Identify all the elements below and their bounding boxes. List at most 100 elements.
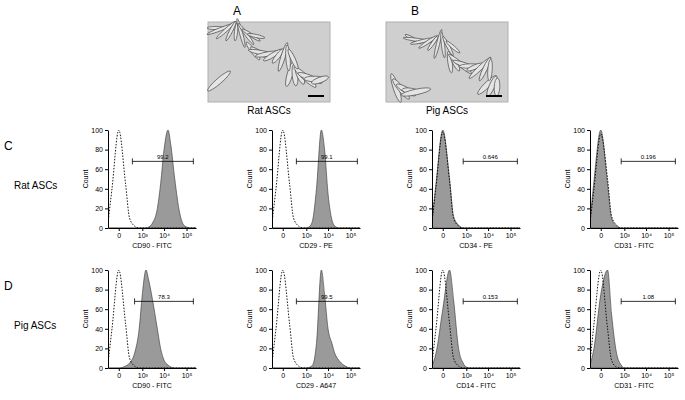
histogram-chart: 010³10⁴10⁵020406080100CD90 - FITCCount99… — [82, 127, 197, 249]
tick-label: 10³ — [620, 372, 631, 379]
tick: 0 — [423, 365, 432, 372]
gate: 0.153 — [463, 294, 517, 304]
tick-label: 20 — [419, 345, 427, 352]
tick-mark — [269, 290, 272, 291]
tick-mark — [429, 348, 432, 349]
y-axis-title: Count — [82, 170, 89, 189]
tick: 10⁴ — [641, 368, 652, 379]
plot-area — [590, 270, 678, 368]
gate-end — [193, 298, 194, 304]
scale-bar — [308, 95, 324, 97]
tick-mark — [187, 368, 188, 371]
tick: 0 — [117, 368, 121, 379]
tick-mark — [587, 169, 590, 170]
tick: 80 — [95, 286, 108, 293]
tick: 10⁵ — [664, 228, 675, 239]
tick-label: 40 — [577, 186, 585, 193]
tick-label: 80 — [577, 286, 585, 293]
axis-line — [432, 271, 433, 369]
histogram-chart: 010³10⁴10⁵020406080100CD29 - A647Count99… — [246, 267, 361, 389]
axis-y: 020406080100 — [91, 127, 108, 232]
stained-histogram — [590, 130, 678, 228]
tick-mark — [119, 368, 120, 371]
tick-mark — [587, 270, 590, 271]
tick: 10⁵ — [346, 228, 357, 239]
tick-mark — [164, 228, 165, 231]
cell-outline — [311, 74, 330, 85]
tick-label: 80 — [95, 286, 103, 293]
tick: 100 — [91, 127, 108, 134]
tick: 100 — [255, 267, 272, 274]
tick-mark — [105, 329, 108, 330]
tick: 10³ — [302, 228, 313, 239]
tick: 40 — [259, 326, 272, 333]
row-letter: D — [4, 279, 13, 293]
tick-label: 80 — [259, 146, 267, 153]
tick-mark — [587, 309, 590, 310]
tick-mark — [587, 329, 590, 330]
plot-area — [108, 130, 196, 228]
tick: 0 — [599, 368, 603, 379]
tick: 20 — [577, 345, 590, 352]
tick-mark — [306, 228, 307, 231]
histogram-chart: 010³10⁴10⁵020406080100CD31 - FITCCount0.… — [564, 127, 679, 249]
tick-mark — [669, 368, 670, 371]
tick-mark — [429, 228, 432, 229]
panel-label: A — [233, 4, 241, 18]
tick: 10³ — [302, 368, 313, 379]
tick-label: 20 — [419, 205, 427, 212]
tick-mark — [105, 208, 108, 209]
cell-layer — [206, 18, 330, 93]
y-axis-title: Count — [406, 170, 413, 189]
x-axis-title: CD29 - A647 — [296, 382, 336, 389]
stained-histogram — [108, 130, 196, 228]
tick-label: 10³ — [138, 372, 149, 379]
tick-mark — [587, 348, 590, 349]
tick-mark — [105, 228, 108, 229]
gate: 99.2 — [132, 154, 193, 164]
tick-label: 0 — [423, 225, 427, 232]
gate-end — [357, 158, 358, 164]
gate: 78.3 — [135, 294, 194, 304]
axis-x: 010³10⁴10⁵ — [109, 368, 197, 379]
tick-label: 100 — [415, 127, 427, 134]
axis-line — [272, 131, 273, 229]
tick-label: 40 — [259, 186, 267, 193]
control-histogram — [590, 270, 678, 368]
tick-mark — [466, 368, 467, 371]
tick-mark — [269, 309, 272, 310]
gate-end — [132, 158, 133, 164]
tick: 80 — [259, 146, 272, 153]
tick: 10⁴ — [483, 228, 494, 239]
tick-mark — [142, 228, 143, 231]
tick-label: 40 — [419, 326, 427, 333]
cell-outline — [494, 78, 501, 96]
tick: 100 — [415, 267, 432, 274]
control-histogram — [432, 132, 520, 228]
tick-label: 10³ — [302, 232, 313, 239]
tick-mark — [587, 208, 590, 209]
tick-mark — [429, 150, 432, 151]
gate-label: 78.3 — [158, 294, 170, 300]
tick: 20 — [95, 205, 108, 212]
tick: 100 — [573, 267, 590, 274]
tick-mark — [105, 309, 108, 310]
tick: 0 — [99, 225, 108, 232]
tick: 0 — [99, 365, 108, 372]
tick-label: 20 — [577, 205, 585, 212]
tick-mark — [488, 228, 489, 231]
tick-label: 10³ — [462, 372, 473, 379]
axis-x: 010³10⁴10⁵ — [591, 228, 679, 239]
tick: 80 — [95, 146, 108, 153]
gate-end — [193, 158, 194, 164]
gate: 0.646 — [463, 154, 517, 164]
gate-end — [296, 298, 297, 304]
control-histogram — [432, 270, 520, 368]
tick: 80 — [577, 286, 590, 293]
tick-label: 10³ — [462, 232, 473, 239]
tick: 0 — [281, 228, 285, 239]
tick-mark — [646, 228, 647, 231]
tick: 40 — [419, 186, 432, 193]
tick-label: 10⁴ — [159, 232, 170, 239]
tick-label: 10⁵ — [506, 232, 517, 239]
